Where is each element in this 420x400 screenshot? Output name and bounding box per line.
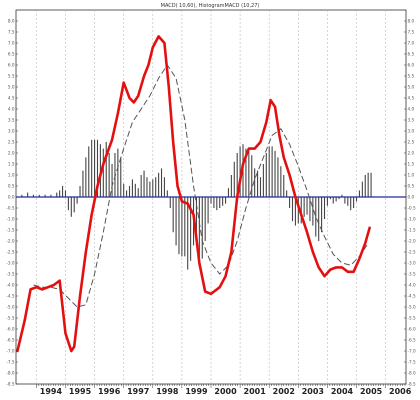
y-tick-label-right: -5.5 [408,315,417,320]
y-tick-label-right: 7.5 [408,29,415,34]
y-tick-label-left: 7.5 [8,29,15,34]
y-tick-label-left: 5.0 [8,84,15,89]
y-tick-label-right: -7.5 [408,359,417,364]
y-tick-label-right: 6.0 [408,62,415,67]
y-tick-label-right: 0.0 [408,194,415,199]
y-tick-label-left: 1.0 [8,172,15,177]
y-tick-label-left: 6.0 [8,62,15,67]
y-tick-label-right: 8.0 [408,18,415,23]
chart-title: MACD( 10,60), HistogramMACD (10,27) [161,3,260,9]
x-tick-label: 2001 [244,387,267,396]
y-tick-label-right: 3.0 [408,128,415,133]
y-tick-label-left: -8.0 [6,370,15,375]
y-axis-left: 8.0 7.5 7.0 6.5 6.0 5.5 5.0 4.5 4.0 3.5 3.0 2.5 2.0 1… [6,18,18,386]
x-axis: 1994 1995 1996 1997 1998 1999 2000 2001 2002 2003… [36,384,412,396]
y-tick-label-right: -6.0 [408,326,417,331]
y-tick-label-left: -0.5 [6,205,15,210]
y-tick-label-left: 2.5 [8,139,15,144]
y-tick-label-left: -2.0 [6,238,15,243]
y-tick-label-right: 2.5 [408,139,415,144]
macd-line [16,35,371,353]
x-tick-label: 1997 [127,387,149,396]
macd-series-path [16,35,371,353]
y-tick-label-right: 4.0 [408,106,415,111]
y-tick-label-left: -7.0 [6,348,15,353]
y-tick-label-right: -8.5 [408,381,417,386]
x-tick-label: 1998 [156,387,179,396]
y-tick-label-left: -1.0 [6,216,15,221]
y-tick-label-left: 8.0 [8,18,15,23]
x-tick-label: 2003 [302,387,324,396]
y-tick-label-left: 6.5 [8,51,15,56]
y-tick-label-left: -3.5 [6,271,15,276]
y-tick-label-left: 4.0 [8,106,15,111]
x-tick-label: 1996 [98,387,121,396]
y-tick-label-left: 2.0 [8,150,15,155]
y-tick-label-right: -5.0 [408,304,417,309]
y-tick-label-right: 7.0 [408,40,415,45]
x-tick-label: 2006 [389,387,412,396]
y-tick-label-left: 1.5 [8,161,15,166]
y-tick-label-left: 7.0 [8,40,15,45]
y-tick-label-left: -5.5 [6,315,15,320]
y-tick-label-right: -7.0 [408,348,417,353]
y-tick-label-right: 1.5 [408,161,415,166]
y-tick-label-left: 4.5 [8,95,15,100]
y-tick-label-left: -6.5 [6,337,15,342]
y-tick-label-right: 4.5 [408,95,415,100]
x-tick-label: 1995 [69,387,92,396]
y-tick-label-right: 6.5 [408,51,415,56]
signal-series-path [33,64,369,308]
y-tick-label-left: -3.0 [6,260,15,265]
y-tick-label-right: -6.5 [408,337,417,342]
y-tick-label-left: -4.5 [6,293,15,298]
y-tick-label-left: -6.0 [6,326,15,331]
y-tick-label-left: -8.5 [6,381,15,386]
signal-line [33,64,369,308]
y-tick-label-left: 0.0 [8,194,15,199]
y-tick-label-right: 3.5 [408,117,415,122]
y-tick-label-left: 5.5 [8,73,15,78]
y-tick-label-left: 3.5 [8,117,15,122]
y-tick-label-right: 5.0 [408,84,415,89]
y-tick-label-right: 2.0 [408,150,415,155]
y-tick-label-left: 0.5 [8,183,15,188]
y-tick-label-right: -3.5 [408,271,417,276]
y-tick-label-left: -7.5 [6,359,15,364]
y-tick-label-right: 1.0 [408,172,415,177]
y-tick-label-right: -2.5 [408,249,417,254]
y-tick-label-left: 3.0 [8,128,15,133]
y-tick-label-right: -4.0 [408,282,417,287]
y-tick-label-right: -0.5 [408,205,417,210]
y-tick-label-right: -1.0 [408,216,417,221]
y-tick-label-left: -4.0 [6,282,15,287]
x-tick-label: 2000 [214,387,237,396]
y-tick-label-left: -1.5 [6,227,15,232]
y-tick-label-right: -3.0 [408,260,417,265]
y-tick-label-right: 5.5 [408,73,415,78]
y-tick-label-right: -8.0 [408,370,417,375]
y-tick-label-right: -1.5 [408,227,417,232]
x-tick-label: 1994 [40,387,63,396]
y-tick-label-right: -4.5 [408,293,417,298]
x-tick-label: 1999 [185,387,208,396]
y-tick-label-right: 0.5 [408,183,415,188]
x-tick-label: 2004 [331,387,354,396]
y-tick-label-left: -2.5 [6,249,15,254]
x-tick-label: 2005 [360,387,383,396]
y-tick-label-right: -2.0 [408,238,417,243]
y-axis-right: 8.0 7.5 7.0 6.5 6.0 5.5 5.0 4.5 4.0 3.5 3.0 2.5 2.0 1… [404,18,416,386]
y-tick-label-left: -5.0 [6,304,15,309]
x-tick-label: 2002 [273,387,295,396]
